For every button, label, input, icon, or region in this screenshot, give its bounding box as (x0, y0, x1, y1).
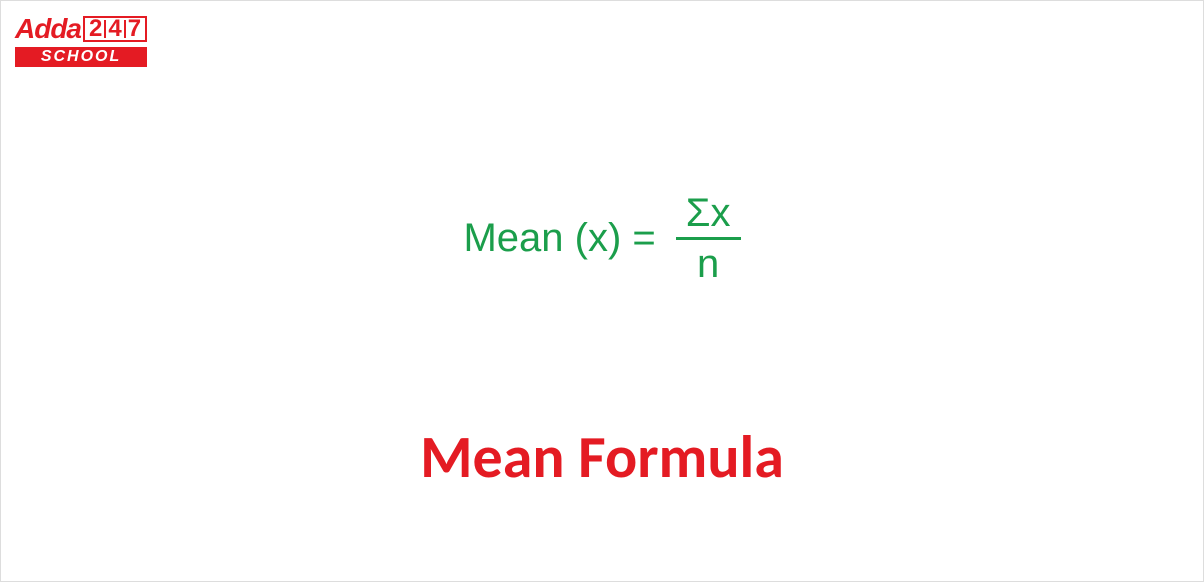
logo-top-row: Adda 2 4 7 (15, 13, 147, 45)
logo-247-sep1 (104, 20, 106, 38)
logo-247-7: 7 (128, 17, 141, 41)
formula-container: Mean (x) = Σx n (1, 191, 1203, 286)
formula-lhs: Mean (x) = (463, 216, 655, 261)
mean-formula: Mean (x) = Σx n (463, 191, 740, 286)
logo-247-2: 2 (89, 17, 102, 41)
logo-247-sep2 (124, 20, 126, 38)
logo-247-4: 4 (108, 17, 121, 41)
logo-school-bar: SCHOOL (15, 47, 147, 67)
logo-247-box: 2 4 7 (83, 16, 147, 42)
formula-denominator: n (687, 240, 729, 286)
formula-fraction: Σx n (676, 191, 741, 286)
page-title: Mean Formula (1, 421, 1203, 494)
logo-adda-text: Adda (15, 13, 81, 45)
formula-numerator: Σx (676, 191, 741, 237)
brand-logo: Adda 2 4 7 SCHOOL (15, 13, 147, 67)
